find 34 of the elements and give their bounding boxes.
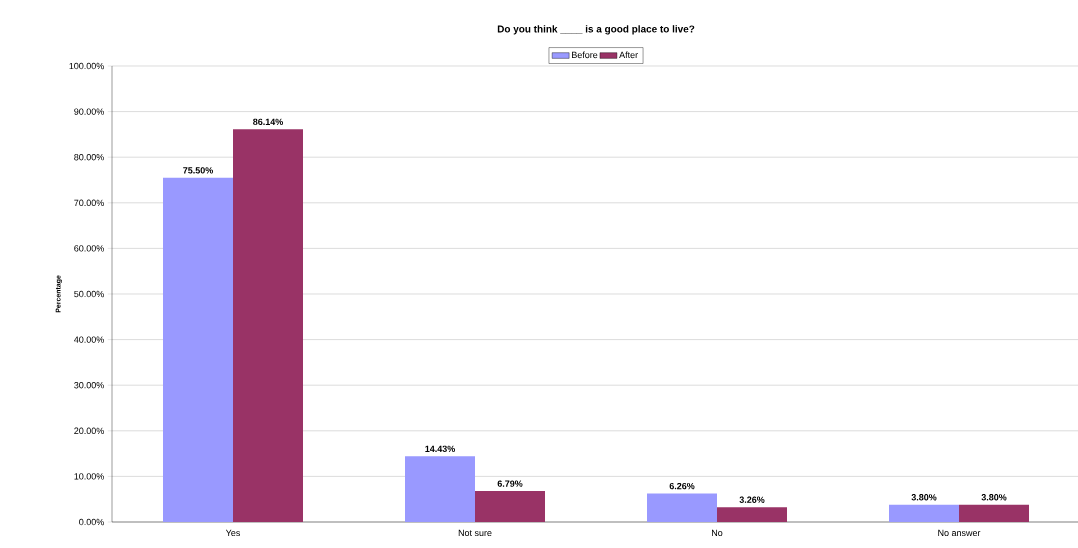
data-label: 3.80% <box>911 494 937 501</box>
x-tick-label: No answer <box>938 529 981 537</box>
x-tick-label: Not sure <box>458 529 492 537</box>
y-tick-label: 0.00% <box>79 518 104 526</box>
bar <box>405 456 475 522</box>
y-tick-label: 40.00% <box>74 336 104 343</box>
y-tick-label: 30.00% <box>74 382 104 389</box>
x-tick-label: Yes <box>225 529 240 537</box>
y-tick-label: 60.00% <box>74 245 104 252</box>
bar <box>959 504 1030 522</box>
data-label: 3.80% <box>981 494 1007 501</box>
bar <box>163 177 233 522</box>
data-label: 86.14% <box>253 118 283 125</box>
y-tick-label: 70.00% <box>74 199 104 206</box>
bar <box>717 507 787 522</box>
data-label: 75.50% <box>183 167 213 174</box>
bar <box>647 493 717 522</box>
data-label: 6.26% <box>669 482 695 490</box>
bar <box>233 129 303 522</box>
bar <box>475 491 545 522</box>
y-tick-label: 100.00% <box>69 62 104 70</box>
data-label: 6.79% <box>497 480 523 487</box>
y-tick-label: 90.00% <box>74 108 104 115</box>
y-tick-label: 80.00% <box>74 154 104 161</box>
y-tick-label: 50.00% <box>74 290 104 298</box>
legend-label: After <box>619 51 638 59</box>
y-tick-label: 10.00% <box>74 473 104 480</box>
legend-label: Before <box>572 51 598 59</box>
data-label: 3.26% <box>739 496 765 503</box>
bar <box>889 504 960 522</box>
data-label: 14.43% <box>425 445 455 452</box>
chart-title: Do you think ____ is a good place to live? <box>497 25 695 35</box>
x-tick-label: No <box>712 529 723 537</box>
y-tick-label: 20.00% <box>74 427 104 434</box>
